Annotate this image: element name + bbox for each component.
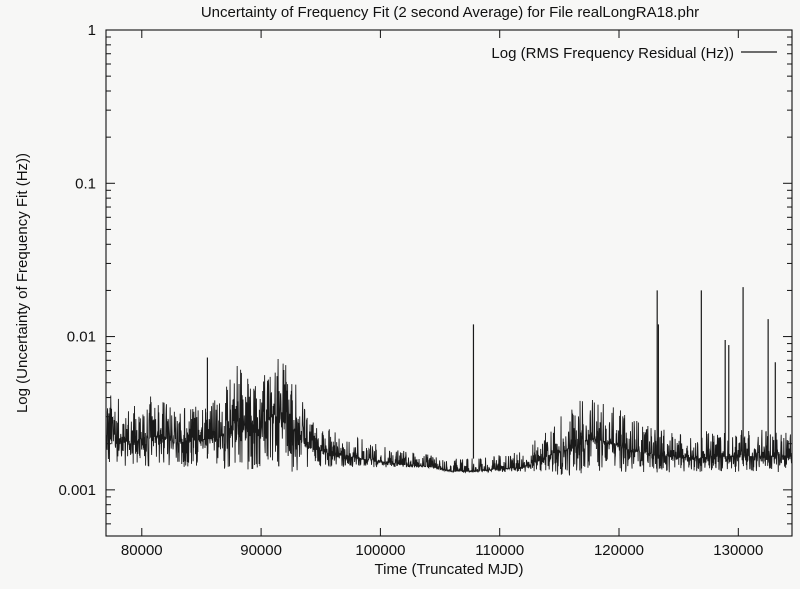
- y-tick-label: 0.001: [58, 482, 96, 499]
- x-tick-label: 130000: [713, 542, 763, 559]
- y-tick-label: 1: [88, 22, 96, 39]
- y-ticks: 0.001 0.01 0.1 1: [58, 22, 792, 537]
- x-tick-label: 110000: [475, 542, 524, 559]
- x-tick-label: 90000: [240, 542, 282, 559]
- series-line: [105, 358, 793, 476]
- y-axis-label: Log (Uncertainty of Frequency Fit (Hz)): [14, 153, 31, 413]
- legend-label: Log (RMS Frequency Residual (Hz)): [491, 45, 734, 62]
- x-axis-label: Time (Truncated MJD): [375, 561, 524, 578]
- legend: Log (RMS Frequency Residual (Hz)): [491, 45, 777, 62]
- x-tick-label: 100000: [355, 542, 405, 559]
- plot-frame: [105, 29, 793, 537]
- x-tick-label: 80000: [121, 542, 163, 559]
- plot-area: 0.001 0.01 0.1 1 80000 90000 100000 110000 1200…: [58, 22, 793, 559]
- data-layer: [105, 287, 793, 476]
- y-tick-label: 0.1: [75, 175, 96, 192]
- x-tick-label: 120000: [594, 542, 644, 559]
- y-tick-label: 0.01: [67, 329, 96, 346]
- chart-title: Uncertainty of Frequency Fit (2 second A…: [201, 4, 699, 21]
- x-ticks: 80000 90000 100000 110000 120000 130000: [121, 30, 763, 559]
